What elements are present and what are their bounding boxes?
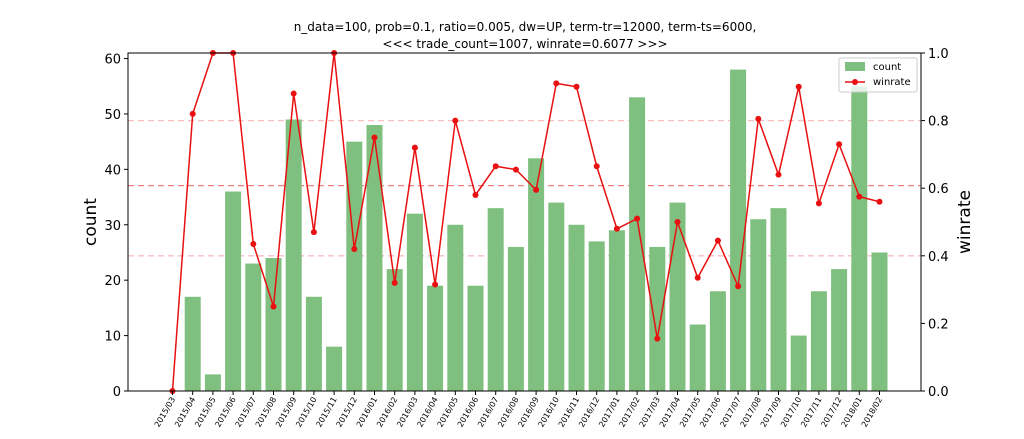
winrate-point-2016-01 bbox=[371, 134, 378, 141]
bar-2016-09 bbox=[528, 158, 545, 391]
bar-2017-02 bbox=[629, 97, 646, 391]
bar-2017-01 bbox=[608, 230, 625, 391]
winrate-point-2017-03 bbox=[654, 335, 661, 342]
winrate-point-2017-02 bbox=[634, 215, 641, 222]
winrate-line bbox=[171, 52, 880, 392]
winrate-point-2018-02 bbox=[876, 198, 883, 205]
bar-2017-06 bbox=[709, 291, 726, 391]
winrate-point-2017-09 bbox=[775, 171, 782, 178]
legend-marker-winrate bbox=[852, 79, 858, 85]
bar-2016-03 bbox=[406, 213, 423, 391]
winrate-point-2017-10 bbox=[795, 83, 802, 90]
winrate-point-2016-03 bbox=[411, 144, 418, 151]
right-tick-label: 0.2 bbox=[928, 317, 949, 332]
bar-2018-01 bbox=[851, 86, 868, 391]
right-tick-label: 0.6 bbox=[928, 182, 949, 197]
winrate-point-2016-11 bbox=[573, 83, 580, 90]
left-tick-label: 0 bbox=[113, 385, 121, 400]
right-y-axis-label: winrate bbox=[955, 190, 975, 254]
bar-2016-10 bbox=[548, 202, 565, 391]
left-y-axis-label: count bbox=[81, 198, 101, 246]
right-tick-label: 1.0 bbox=[928, 47, 949, 62]
bar-2016-06 bbox=[467, 285, 484, 391]
bar-2017-09 bbox=[770, 208, 787, 391]
plot-area-frame bbox=[127, 52, 922, 392]
bar-2015-06 bbox=[225, 191, 242, 391]
winrate-point-2015-07 bbox=[250, 240, 257, 247]
bar-2017-07 bbox=[730, 69, 747, 391]
x-axis-ticks: 2015/032015/042015/052015/062015/072015/… bbox=[153, 391, 884, 429]
bar-2017-05 bbox=[689, 324, 706, 391]
winrate-point-2016-12 bbox=[593, 163, 600, 170]
winrate-point-2016-09 bbox=[533, 186, 540, 193]
bar-2016-04 bbox=[427, 285, 444, 391]
left-tick-label: 20 bbox=[104, 274, 121, 289]
winrate-point-2015-04 bbox=[189, 110, 196, 117]
left-tick-label: 60 bbox=[104, 53, 121, 68]
bar-2017-04 bbox=[669, 202, 686, 391]
left-y-axis-ticks: 0 10 20 30 40 50 60 bbox=[104, 53, 128, 400]
winrate-point-2017-05 bbox=[694, 274, 701, 281]
winrate-point-2015-10 bbox=[310, 229, 317, 236]
winrate-point-2017-11 bbox=[815, 200, 822, 207]
left-tick-label: 10 bbox=[104, 330, 121, 345]
bar-2015-08 bbox=[265, 258, 282, 391]
winrate-point-2017-01 bbox=[613, 225, 620, 232]
right-tick-label: 0.8 bbox=[928, 115, 949, 130]
winrate-point-2016-05 bbox=[452, 117, 459, 124]
legend: count winrate bbox=[838, 57, 918, 93]
left-tick-label: 50 bbox=[104, 108, 121, 123]
bar-2017-08 bbox=[750, 219, 767, 391]
winrate-point-2017-07 bbox=[735, 283, 742, 290]
legend-label-count: count bbox=[873, 62, 901, 73]
bar-2016-08 bbox=[507, 246, 524, 391]
chart-title-line-1: n_data=100, prob=0.1, ratio=0.005, dw=UP… bbox=[294, 20, 757, 34]
legend-label-winrate: winrate bbox=[873, 77, 911, 88]
winrate-point-2016-08 bbox=[512, 166, 519, 173]
bar-2015-04 bbox=[184, 296, 201, 391]
winrate-point-2016-10 bbox=[553, 80, 560, 87]
bar-series-count bbox=[184, 69, 888, 392]
bar-2015-09 bbox=[285, 119, 302, 391]
bar-2016-07 bbox=[487, 208, 504, 391]
bar-2015-12 bbox=[346, 141, 363, 391]
winrate-point-2017-08 bbox=[755, 115, 762, 122]
bar-2017-10 bbox=[790, 335, 807, 391]
legend-swatch-count bbox=[845, 62, 865, 71]
bar-2015-07 bbox=[245, 263, 262, 391]
left-tick-label: 30 bbox=[104, 219, 121, 234]
chart-title-line-2: <<< trade_count=1007, winrate=0.6077 >>> bbox=[382, 37, 667, 51]
winrate-point-2015-12 bbox=[351, 246, 358, 253]
bar-2017-11 bbox=[810, 291, 827, 391]
chart-title: n_data=100, prob=0.1, ratio=0.005, dw=UP… bbox=[294, 20, 757, 51]
left-tick-label: 40 bbox=[104, 163, 121, 178]
bar-2017-03 bbox=[649, 246, 666, 391]
bar-2018-02 bbox=[871, 252, 888, 391]
bar-2015-11 bbox=[326, 346, 343, 391]
bar-2017-12 bbox=[831, 269, 848, 391]
bar-2016-02 bbox=[386, 269, 403, 391]
right-tick-label: 0.0 bbox=[928, 385, 949, 400]
winrate-point-2015-09 bbox=[290, 90, 297, 97]
winrate-point-2017-12 bbox=[836, 141, 843, 148]
bar-2015-05 bbox=[204, 374, 221, 391]
bar-2016-05 bbox=[447, 224, 464, 391]
winrate-point-2016-04 bbox=[432, 281, 439, 288]
winrate-point-2016-02 bbox=[391, 279, 398, 286]
winrate-point-2015-08 bbox=[270, 303, 277, 310]
right-y-axis-ticks: 0.0 0.2 0.4 0.6 0.8 1.0 bbox=[921, 47, 949, 400]
bar-2016-11 bbox=[568, 224, 585, 391]
bar-2016-01 bbox=[366, 125, 383, 392]
winrate-point-2016-07 bbox=[492, 163, 499, 170]
bar-2015-10 bbox=[305, 296, 322, 391]
bar-2016-12 bbox=[588, 241, 605, 391]
reference-lines bbox=[128, 119, 921, 257]
right-tick-label: 0.4 bbox=[928, 250, 949, 265]
winrate-point-2017-04 bbox=[674, 219, 681, 225]
winrate-point-2018-01 bbox=[856, 193, 863, 200]
line-series-winrate bbox=[169, 50, 883, 394]
winrate-point-2016-06 bbox=[472, 191, 479, 198]
winrate-point-2017-06 bbox=[714, 237, 721, 244]
